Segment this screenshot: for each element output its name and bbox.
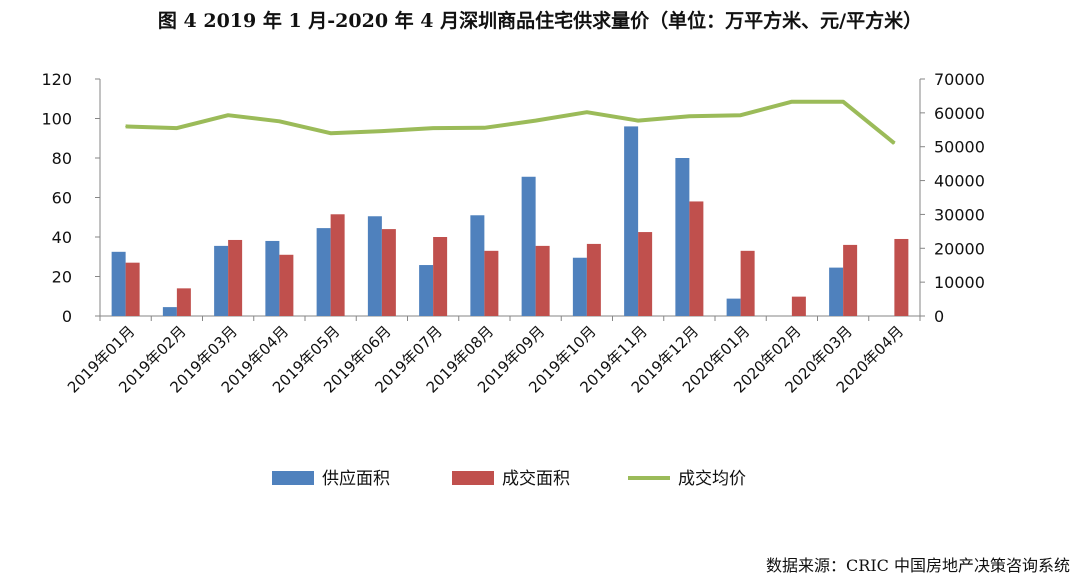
right-tick-label: 50000 xyxy=(934,138,985,157)
bar-supply xyxy=(572,257,587,316)
bar-supply xyxy=(316,228,331,316)
bar-deal xyxy=(894,238,909,316)
chart-title: 图 4 2019 年 1 月-2020 年 4 月深圳商品住宅供求量价（单位：万… xyxy=(157,10,923,32)
bar-deal xyxy=(433,237,448,316)
right-tick-label: 10000 xyxy=(934,273,985,292)
data-source: 数据来源：CRIC 中国房地产决策咨询系统 xyxy=(766,556,1070,575)
line-point xyxy=(740,114,742,116)
right-tick-label: 0 xyxy=(934,307,944,326)
bar-supply xyxy=(521,176,536,316)
line-point xyxy=(227,114,229,116)
right-tick-label: 40000 xyxy=(934,172,985,191)
bar-deal xyxy=(176,288,191,316)
line-point xyxy=(381,130,383,132)
line-avg-price xyxy=(125,99,896,145)
left-tick-label: 60 xyxy=(52,189,72,208)
bar-deal xyxy=(279,254,294,316)
bar-deal xyxy=(791,296,806,316)
bar-supply xyxy=(470,215,485,316)
legend-label: 成交均价 xyxy=(678,469,746,489)
left-tick-label: 20 xyxy=(52,268,72,287)
bar-deal xyxy=(586,243,601,316)
right-tick-label: 30000 xyxy=(934,205,985,224)
bar-supply xyxy=(829,267,844,316)
line-point xyxy=(176,127,178,129)
line-point xyxy=(893,142,895,144)
line-point xyxy=(842,101,844,103)
line-point xyxy=(688,115,690,117)
bar-supply xyxy=(726,298,741,316)
right-tick-label: 20000 xyxy=(934,239,985,258)
bar-deal xyxy=(535,245,550,316)
right-tick-label: 70000 xyxy=(934,70,985,89)
bar-deal xyxy=(484,250,499,316)
bar-supply xyxy=(214,245,229,316)
legend-swatch xyxy=(272,471,314,485)
bar-supply xyxy=(675,158,690,316)
bar-supply xyxy=(624,126,639,317)
legend-label: 成交面积 xyxy=(502,469,570,489)
bar-deal xyxy=(638,232,653,316)
left-tick-label: 100 xyxy=(41,110,72,129)
left-tick-label: 0 xyxy=(62,307,72,326)
bar-deal xyxy=(228,239,243,316)
left-tick-label: 120 xyxy=(41,70,72,89)
line-point xyxy=(125,125,127,127)
left-tick-label: 40 xyxy=(52,228,72,247)
line-point xyxy=(791,101,793,103)
bar-supply xyxy=(265,240,280,316)
bar-supply xyxy=(367,216,382,316)
bar-deal xyxy=(330,214,345,316)
bar-supply xyxy=(162,307,177,316)
line-point xyxy=(637,120,639,122)
line-point xyxy=(432,127,434,129)
line-point xyxy=(278,120,280,122)
bar-deal xyxy=(381,229,396,316)
left-tick-label: 80 xyxy=(52,149,72,168)
line-point xyxy=(330,132,332,134)
bar-supply xyxy=(419,265,434,316)
bar-deal xyxy=(125,262,140,316)
right-tick-label: 60000 xyxy=(934,104,985,123)
line-point xyxy=(483,127,485,129)
bar-deal xyxy=(689,201,704,316)
bar-supply xyxy=(111,251,126,316)
bar-deal xyxy=(740,250,755,316)
legend-swatch xyxy=(452,471,494,485)
bar-deal xyxy=(843,244,858,316)
legend-label: 供应面积 xyxy=(322,469,390,489)
line-point xyxy=(586,111,588,113)
line-point xyxy=(535,120,537,122)
